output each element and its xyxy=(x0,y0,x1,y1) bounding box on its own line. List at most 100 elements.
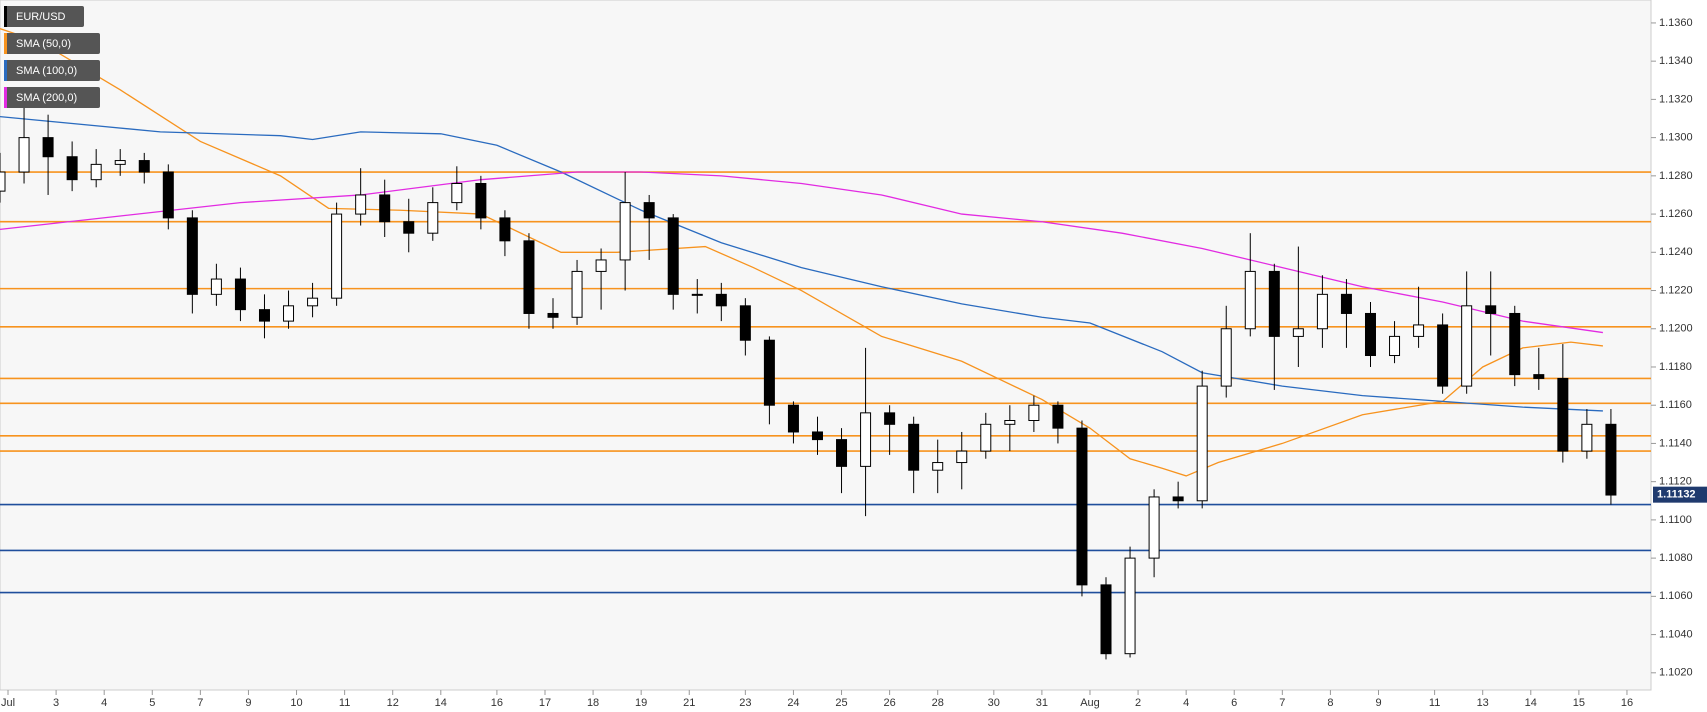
candle-body xyxy=(90,163,102,181)
x-tick-label: 26 xyxy=(883,697,895,709)
candle-body xyxy=(0,171,6,192)
x-tick-label: 12 xyxy=(387,697,399,709)
x-tick-label: 5 xyxy=(149,697,155,709)
x-tick-label: 3 xyxy=(53,697,59,709)
candle-body xyxy=(595,259,607,272)
y-tick-label: 1.1040 xyxy=(1659,628,1693,640)
candle-body xyxy=(1004,419,1016,425)
candle-body xyxy=(1052,404,1064,429)
x-tick-label: 16 xyxy=(1621,697,1633,709)
x-tick-label: Jul xyxy=(1,697,15,709)
candle-body xyxy=(210,278,222,295)
candle-body xyxy=(355,194,367,215)
candle-body xyxy=(499,217,511,242)
x-tick-label: 14 xyxy=(1525,697,1537,709)
x-tick-label: 9 xyxy=(1375,697,1381,709)
candle-body xyxy=(42,137,54,158)
candle-body xyxy=(475,182,487,219)
candle-body xyxy=(1316,293,1328,330)
x-tick-label: 28 xyxy=(932,697,944,709)
x-tick-label: 17 xyxy=(539,697,551,709)
candle-body xyxy=(427,202,439,234)
candle-body xyxy=(811,431,823,441)
candle-body xyxy=(403,221,415,234)
x-tick-label: 4 xyxy=(1183,697,1189,709)
candle-body xyxy=(1244,270,1256,330)
legend-label: SMA (100,0) xyxy=(16,65,77,77)
legend-swatch xyxy=(4,87,7,108)
candle-body xyxy=(667,217,679,295)
x-tick-label: 7 xyxy=(197,697,203,709)
y-tick-label: 1.1200 xyxy=(1659,323,1693,335)
legend-box xyxy=(4,87,100,108)
x-tick-label: 6 xyxy=(1231,697,1237,709)
candle-body xyxy=(739,305,751,341)
y-tick-label: 1.1020 xyxy=(1659,667,1693,679)
candle-body xyxy=(114,160,126,165)
y-tick-label: 1.1240 xyxy=(1659,246,1693,258)
legend-box xyxy=(4,60,100,81)
legend-box xyxy=(4,33,100,54)
y-tick-label: 1.1100 xyxy=(1659,514,1692,526)
candle-body xyxy=(763,339,775,406)
plot-area xyxy=(0,0,1652,691)
x-tick-label: 24 xyxy=(787,697,799,709)
candle-body xyxy=(1268,270,1280,337)
candle-body xyxy=(1485,305,1497,314)
candle-body xyxy=(1100,584,1112,655)
legend-swatch xyxy=(4,6,7,27)
x-tick-label: 11 xyxy=(1429,697,1440,709)
y-tick-label: 1.1300 xyxy=(1659,132,1693,144)
candle-body xyxy=(1196,385,1208,502)
candle-body xyxy=(956,450,968,464)
candle-body xyxy=(860,412,872,467)
candle-body xyxy=(451,182,463,204)
x-tick-label: 7 xyxy=(1279,697,1285,709)
legend-label: SMA (50,0) xyxy=(16,38,71,50)
sma-line xyxy=(0,28,1603,477)
candle-body xyxy=(619,202,631,261)
legend-swatch xyxy=(4,60,7,81)
candle-body xyxy=(1509,312,1521,376)
candle-body xyxy=(691,293,703,296)
y-tick-label: 1.1340 xyxy=(1659,55,1693,67)
legend-box xyxy=(4,6,84,27)
candle-body xyxy=(331,213,343,299)
x-tick-label: 2 xyxy=(1135,697,1141,709)
y-tick-label: 1.1120 xyxy=(1659,476,1692,488)
candle-body xyxy=(523,240,535,314)
y-tick-label: 1.1360 xyxy=(1659,17,1693,29)
candle-body xyxy=(1076,427,1088,586)
candle-body xyxy=(787,404,799,433)
candle-body xyxy=(1028,404,1040,421)
candle-body xyxy=(1413,324,1425,337)
candle-body xyxy=(1340,293,1352,314)
candle-body xyxy=(234,278,246,311)
candle-body xyxy=(1533,374,1545,379)
y-tick-label: 1.1180 xyxy=(1659,361,1692,373)
sma-line xyxy=(0,115,1603,412)
y-tick-label: 1.1220 xyxy=(1659,284,1693,296)
y-tick-label: 1.1280 xyxy=(1659,170,1693,182)
candle-body xyxy=(1389,335,1401,357)
candle-body xyxy=(1220,328,1232,387)
x-tick-label: 31 xyxy=(1036,697,1048,709)
x-tick-label: 10 xyxy=(290,697,302,709)
candle-body xyxy=(138,160,150,173)
candle-body xyxy=(1461,305,1473,387)
candle-body xyxy=(932,462,944,471)
legend-label: SMA (200,0) xyxy=(16,92,77,104)
y-tick-label: 1.1060 xyxy=(1659,590,1693,602)
candle-body xyxy=(980,423,992,452)
y-tick-label: 1.1260 xyxy=(1659,208,1693,220)
candle-body xyxy=(547,312,559,318)
x-tick-label: 21 xyxy=(683,697,695,709)
last-price-label: 1.11132 xyxy=(1657,489,1696,501)
candle-body xyxy=(1437,324,1449,387)
candle-body xyxy=(66,156,78,181)
x-tick-label: 13 xyxy=(1477,697,1489,709)
y-tick-label: 1.1140 xyxy=(1659,437,1692,449)
candle-body xyxy=(1581,423,1593,452)
candle-body xyxy=(836,439,848,467)
